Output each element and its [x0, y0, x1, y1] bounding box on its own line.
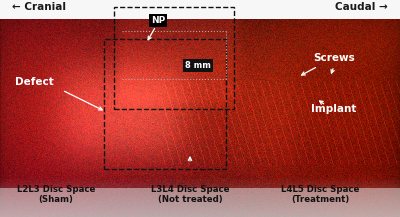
Text: 8 mm: 8 mm [185, 61, 211, 70]
Text: Screws: Screws [313, 53, 355, 62]
Text: Defect: Defect [15, 77, 53, 87]
Bar [104, 39, 226, 169]
Bar [114, 7, 234, 108]
Text: Implant: Implant [311, 104, 357, 113]
Text: L4L5 Disc Space
(Treatment): L4L5 Disc Space (Treatment) [281, 185, 359, 204]
Text: L2L3 Disc Space
(Sham): L2L3 Disc Space (Sham) [17, 185, 95, 204]
Text: Caudal →: Caudal → [335, 2, 388, 12]
Text: ← Cranial: ← Cranial [12, 2, 66, 12]
Text: L3L4 Disc Space
(Not treated): L3L4 Disc Space (Not treated) [151, 185, 229, 204]
Text: NP: NP [151, 16, 165, 25]
